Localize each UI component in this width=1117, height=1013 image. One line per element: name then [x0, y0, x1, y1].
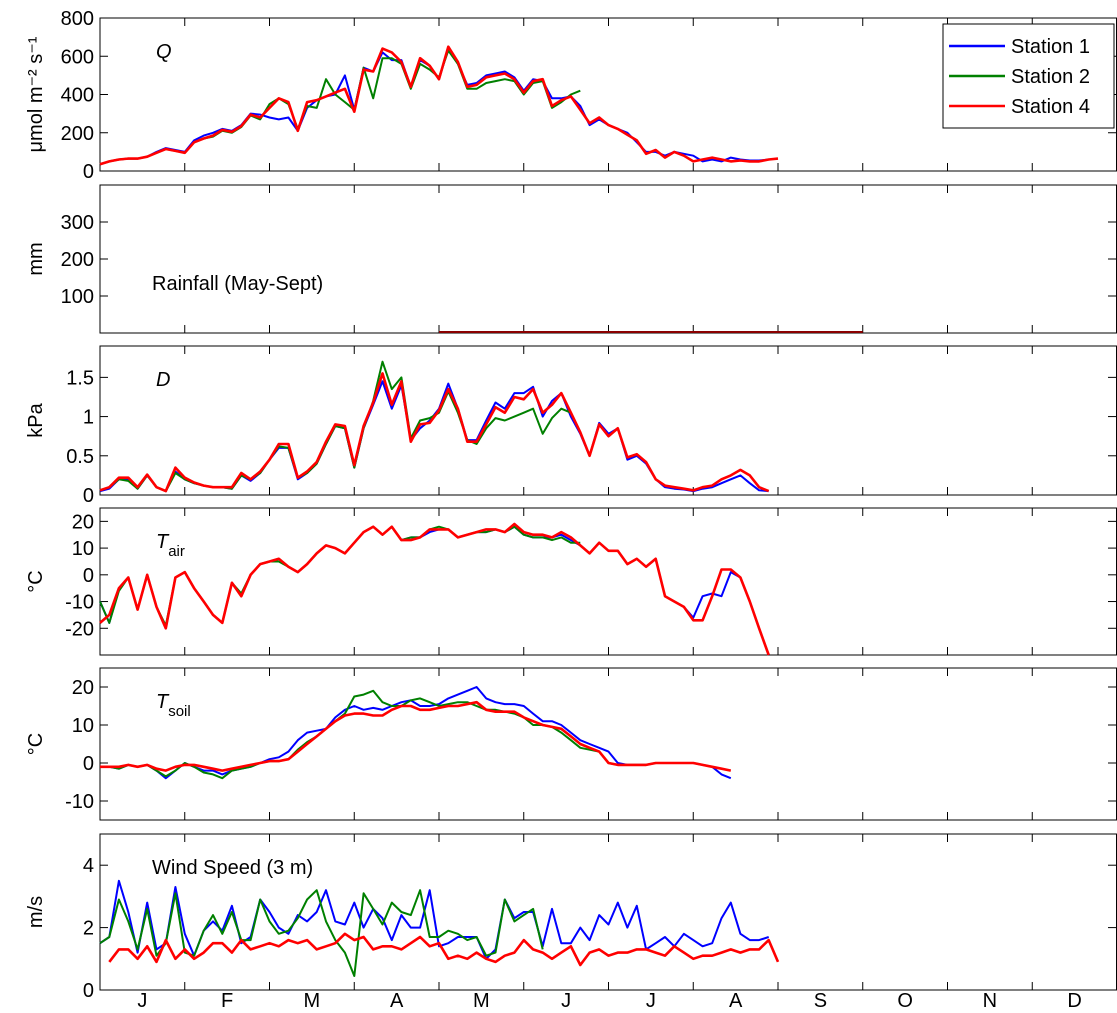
y-tick-label: 200	[61, 123, 94, 145]
y-axis-label: °C	[25, 570, 47, 592]
panel-frame-tsoil	[99, 667, 1117, 821]
x-tick-label: M	[304, 990, 321, 1008]
y-tick-label: 2	[83, 918, 94, 940]
y-tick-label: 1.5	[66, 367, 94, 389]
panel-label: Q	[156, 41, 172, 63]
y-axis-label: kPa	[25, 402, 47, 437]
series-line-par-station-4	[99, 45, 779, 166]
y-axis-label: μmol m⁻² s⁻¹	[25, 36, 47, 152]
series-line-wind-station-4	[108, 932, 780, 967]
panel-label: Wind Speed (3 m)	[152, 857, 313, 879]
x-tick-label: F	[221, 990, 233, 1008]
y-tick-label: -10	[65, 791, 94, 813]
panel-label-subscript: air	[168, 543, 185, 560]
panel-frame-tair	[99, 507, 1117, 656]
y-axis-label: m/s	[25, 896, 47, 928]
y-tick-label: 200	[61, 249, 94, 271]
y-tick-label: 400	[61, 85, 94, 107]
y-tick-label: 0.5	[66, 446, 94, 468]
y-tick-label: 10	[72, 538, 94, 560]
y-tick-label: -10	[65, 592, 94, 614]
y-tick-label: 4	[83, 855, 94, 877]
panel-label-subscript: soil	[168, 703, 191, 720]
legend-label: Station 2	[1011, 66, 1090, 88]
y-tick-label: 600	[61, 46, 94, 68]
y-tick-label: 0	[83, 485, 94, 507]
y-tick-label: 800	[61, 8, 94, 30]
legend-label: Station 4	[1011, 96, 1090, 118]
panel-label: D	[156, 369, 170, 391]
x-tick-label: M	[473, 990, 490, 1008]
panel-frame-rain	[99, 184, 1117, 334]
series-line-vpd-station-4	[99, 372, 770, 493]
y-tick-label: 1	[83, 407, 94, 429]
y-tick-label: 0	[83, 161, 94, 183]
panel-label: Rainfall (May-Sept)	[152, 273, 323, 295]
x-tick-label: N	[983, 990, 997, 1008]
x-tick-label: D	[1067, 990, 1081, 1008]
y-axis-label: mm	[25, 242, 47, 275]
series-line-tair-station-4	[99, 522, 770, 656]
panel-frame-vpd	[99, 345, 1117, 496]
x-tick-label: J	[646, 990, 656, 1008]
y-tick-label: 100	[61, 286, 94, 308]
y-tick-label: 0	[83, 753, 94, 775]
y-tick-label: 300	[61, 212, 94, 234]
y-tick-label: 0	[83, 980, 94, 1002]
x-tick-label: O	[897, 990, 913, 1008]
series-line-tsoil-station-4	[100, 700, 732, 772]
x-tick-label: J	[137, 990, 147, 1008]
series-line-wind-station-1	[99, 879, 770, 960]
x-tick-label: J	[561, 990, 571, 1008]
y-tick-label: 10	[72, 715, 94, 737]
y-tick-label: 0	[83, 565, 94, 587]
y-axis-label: °C	[25, 733, 47, 755]
y-tick-label: 20	[72, 677, 94, 699]
legend-label: Station 1	[1011, 36, 1090, 58]
y-tick-label: 20	[72, 511, 94, 533]
series-line-wind-station-2	[99, 889, 544, 977]
y-tick-label: -20	[65, 618, 94, 640]
x-tick-label: A	[390, 990, 404, 1008]
x-tick-label: S	[814, 990, 827, 1008]
x-tick-label: A	[729, 990, 743, 1008]
